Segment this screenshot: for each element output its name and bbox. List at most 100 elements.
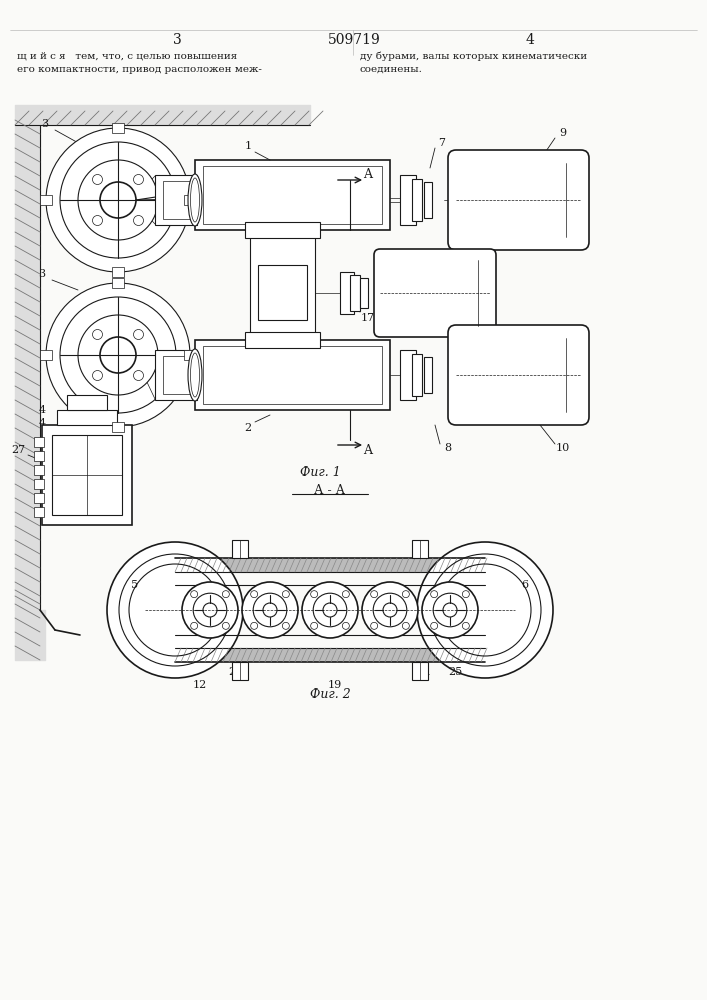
Circle shape xyxy=(78,315,158,395)
Text: 7: 7 xyxy=(438,138,445,148)
Bar xyxy=(155,175,197,225)
Text: 5: 5 xyxy=(132,580,139,590)
Bar xyxy=(195,160,390,230)
Bar xyxy=(424,182,432,218)
Text: 2: 2 xyxy=(245,423,252,433)
Bar xyxy=(163,356,191,394)
Circle shape xyxy=(93,216,103,226)
Bar xyxy=(360,278,368,308)
Circle shape xyxy=(402,622,409,629)
Bar xyxy=(258,265,307,320)
Text: 8: 8 xyxy=(445,443,452,453)
Bar xyxy=(400,350,416,400)
Circle shape xyxy=(373,593,407,627)
Circle shape xyxy=(242,582,298,638)
Text: ду бурами, валы которых кинематически: ду бурами, валы которых кинематически xyxy=(360,51,587,61)
Circle shape xyxy=(78,160,158,240)
Bar xyxy=(40,350,52,360)
Circle shape xyxy=(342,591,349,598)
Bar xyxy=(245,332,320,348)
Bar xyxy=(34,465,44,475)
Bar xyxy=(112,267,124,277)
Circle shape xyxy=(253,593,287,627)
Text: 25: 25 xyxy=(448,667,462,677)
Text: Фиг. 1: Фиг. 1 xyxy=(300,466,340,479)
Circle shape xyxy=(100,182,136,218)
Bar xyxy=(203,166,382,224)
Text: соединены.: соединены. xyxy=(360,64,423,74)
Circle shape xyxy=(462,591,469,598)
Bar xyxy=(112,123,124,133)
Circle shape xyxy=(282,591,289,598)
Circle shape xyxy=(93,174,103,184)
Bar xyxy=(34,437,44,447)
Bar xyxy=(250,230,315,340)
Bar xyxy=(34,451,44,461)
Circle shape xyxy=(431,591,438,598)
Text: A: A xyxy=(363,167,373,180)
Circle shape xyxy=(107,542,243,678)
Circle shape xyxy=(203,603,217,617)
Circle shape xyxy=(310,591,317,598)
Text: 3: 3 xyxy=(173,33,182,47)
Bar xyxy=(175,558,485,572)
Bar xyxy=(232,662,248,680)
Bar xyxy=(195,340,390,410)
Bar xyxy=(412,662,428,680)
Text: щ и й с я   тем, что, с целью повышения: щ и й с я тем, что, с целью повышения xyxy=(17,51,238,60)
Circle shape xyxy=(282,622,289,629)
Circle shape xyxy=(93,329,103,339)
Bar xyxy=(155,350,197,400)
Bar xyxy=(184,195,196,205)
Text: 4: 4 xyxy=(525,33,534,47)
Circle shape xyxy=(310,622,317,629)
Bar xyxy=(340,272,354,314)
Text: 12: 12 xyxy=(193,680,207,690)
Bar xyxy=(57,410,117,425)
Circle shape xyxy=(100,337,136,373)
Bar xyxy=(184,350,196,360)
Circle shape xyxy=(93,371,103,381)
Ellipse shape xyxy=(188,349,202,401)
Circle shape xyxy=(443,603,457,617)
Bar xyxy=(112,422,124,432)
Circle shape xyxy=(313,593,347,627)
Text: Фиг. 2: Фиг. 2 xyxy=(310,688,351,702)
Circle shape xyxy=(402,591,409,598)
Text: 4: 4 xyxy=(38,405,45,415)
Circle shape xyxy=(182,582,238,638)
Circle shape xyxy=(134,174,144,184)
Circle shape xyxy=(417,542,553,678)
Bar xyxy=(42,425,132,525)
Text: 18: 18 xyxy=(471,252,485,262)
Circle shape xyxy=(342,622,349,629)
Bar xyxy=(34,507,44,517)
Bar xyxy=(163,181,191,219)
Text: 3: 3 xyxy=(38,269,45,279)
Circle shape xyxy=(251,591,257,598)
Circle shape xyxy=(370,591,378,598)
Text: 27: 27 xyxy=(11,445,25,455)
Circle shape xyxy=(431,622,438,629)
Text: А - А: А - А xyxy=(315,484,346,496)
Circle shape xyxy=(383,603,397,617)
Circle shape xyxy=(362,582,418,638)
Text: 4: 4 xyxy=(38,418,45,428)
Circle shape xyxy=(222,622,229,629)
Bar xyxy=(40,195,52,205)
Text: 19: 19 xyxy=(328,680,342,690)
Bar xyxy=(203,346,382,404)
Circle shape xyxy=(191,591,198,598)
Bar xyxy=(412,354,422,396)
Circle shape xyxy=(222,591,229,598)
Text: 26: 26 xyxy=(228,667,242,677)
Circle shape xyxy=(191,622,198,629)
FancyBboxPatch shape xyxy=(448,325,589,425)
Circle shape xyxy=(323,603,337,617)
Text: 9: 9 xyxy=(559,128,566,138)
Bar xyxy=(52,435,122,515)
Bar xyxy=(412,179,422,221)
Bar xyxy=(350,275,360,311)
Bar xyxy=(245,222,320,238)
Bar xyxy=(424,357,432,393)
